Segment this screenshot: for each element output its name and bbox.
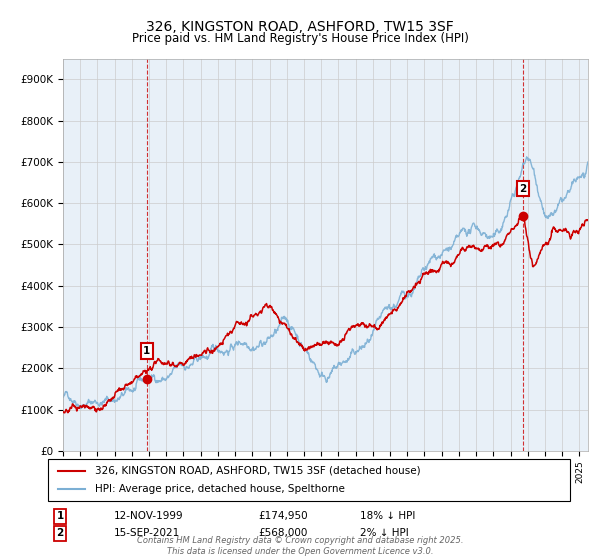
Text: 2: 2 (519, 184, 526, 194)
Text: Contains HM Land Registry data © Crown copyright and database right 2025.
This d: Contains HM Land Registry data © Crown c… (137, 536, 463, 556)
Text: 2% ↓ HPI: 2% ↓ HPI (360, 528, 409, 538)
Text: 326, KINGSTON ROAD, ASHFORD, TW15 3SF (detached house): 326, KINGSTON ROAD, ASHFORD, TW15 3SF (d… (95, 466, 421, 476)
Text: 15-SEP-2021: 15-SEP-2021 (114, 528, 180, 538)
Text: 326, KINGSTON ROAD, ASHFORD, TW15 3SF: 326, KINGSTON ROAD, ASHFORD, TW15 3SF (146, 20, 454, 34)
Text: Price paid vs. HM Land Registry's House Price Index (HPI): Price paid vs. HM Land Registry's House … (131, 32, 469, 45)
Text: 1: 1 (56, 511, 64, 521)
Text: 2: 2 (56, 528, 64, 538)
Text: 18% ↓ HPI: 18% ↓ HPI (360, 511, 415, 521)
Text: 1: 1 (143, 346, 151, 356)
Text: 12-NOV-1999: 12-NOV-1999 (114, 511, 184, 521)
Text: £174,950: £174,950 (258, 511, 308, 521)
Text: HPI: Average price, detached house, Spelthorne: HPI: Average price, detached house, Spel… (95, 484, 345, 494)
FancyBboxPatch shape (48, 459, 570, 501)
Text: £568,000: £568,000 (258, 528, 307, 538)
